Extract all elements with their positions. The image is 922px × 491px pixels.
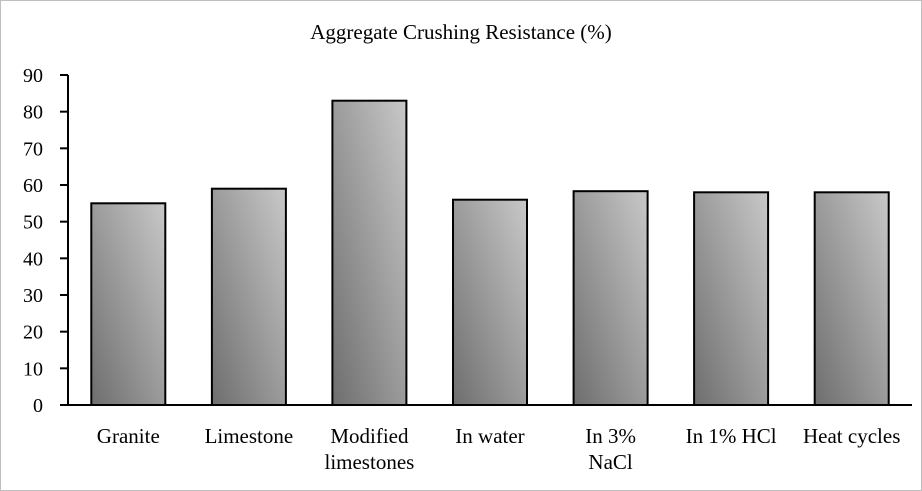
x-tick-label: Limestone (205, 424, 294, 448)
y-tick-label: 70 (23, 138, 43, 160)
bar (813, 191, 890, 406)
x-axis: Granite Limestone Modified limestones In wat… (68, 404, 912, 474)
y-tick-label: 80 (23, 102, 43, 124)
x-tick-label: In 3% NaCl (585, 424, 636, 474)
y-tick-label: 30 (23, 285, 43, 307)
bar (572, 190, 649, 406)
y-tick-label: 10 (23, 358, 43, 380)
y-tick-label: 50 (23, 212, 43, 234)
bar (90, 202, 167, 406)
x-tick-label: In 1% HCl (686, 424, 777, 448)
y-tick-label: 0 (33, 395, 43, 417)
bar (210, 187, 287, 406)
bar (331, 99, 408, 406)
chart-title: Aggregate Crushing Resistance (%) (310, 20, 612, 44)
x-tick-label: Granite (97, 424, 160, 448)
x-tick-label: Modified limestones (324, 424, 414, 474)
bars (90, 99, 890, 406)
y-tick-label: 60 (23, 175, 43, 197)
y-tick-label: 90 (23, 65, 43, 87)
bar (452, 198, 528, 406)
y-tick-label: 40 (23, 248, 43, 270)
x-tick-label: In water (455, 424, 524, 448)
y-axis: 0 10 20 30 40 50 60 70 80 90 (23, 65, 69, 417)
bar (693, 191, 770, 406)
x-tick-label: Heat cycles (803, 424, 900, 448)
y-tick-label: 20 (23, 322, 43, 344)
